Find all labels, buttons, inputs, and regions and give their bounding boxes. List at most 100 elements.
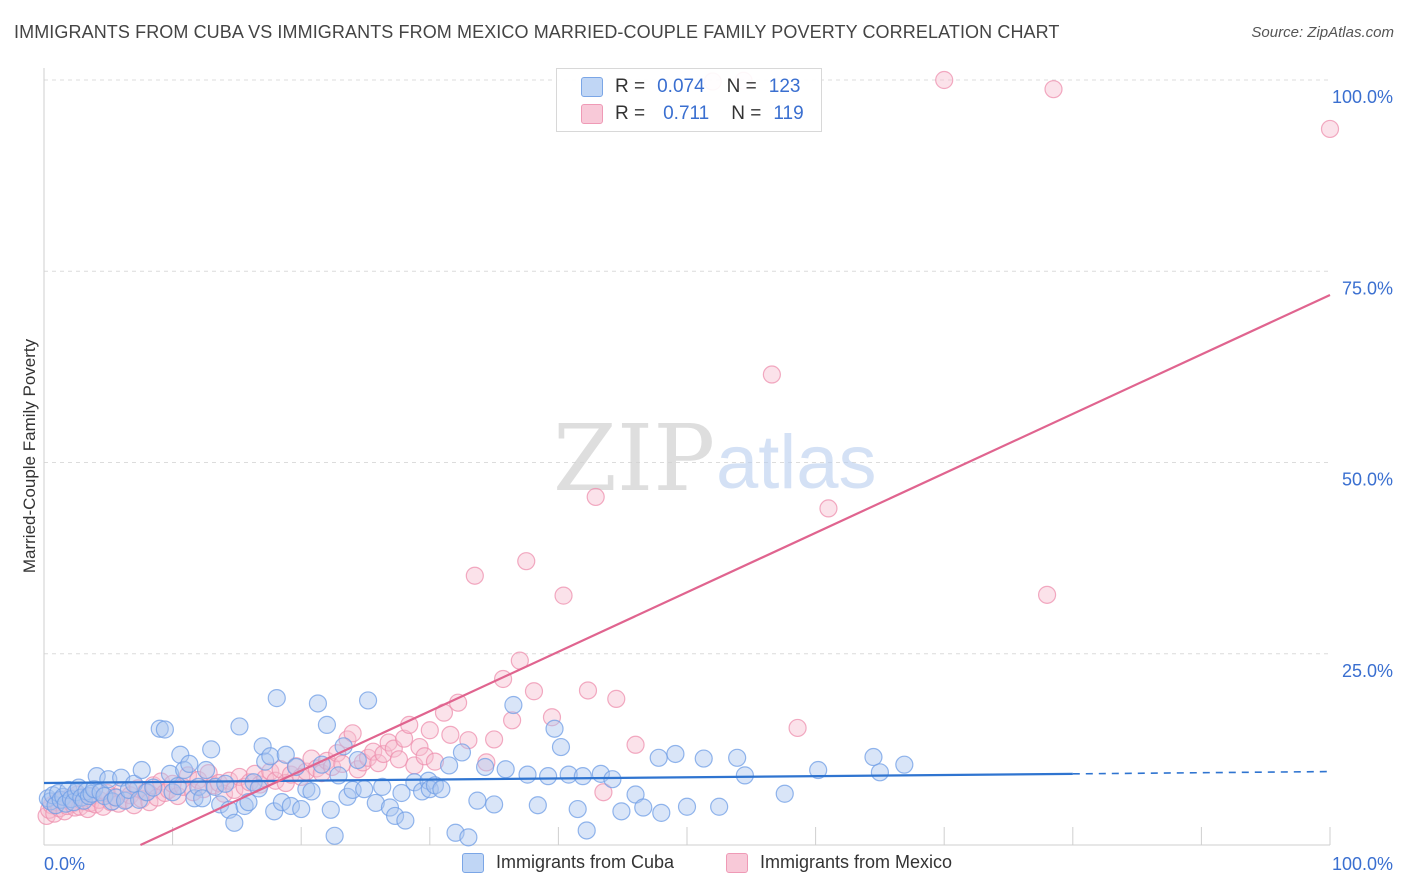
cuba-point — [577, 821, 596, 840]
mexico-legend-swatch — [726, 852, 748, 873]
cuba-point — [355, 780, 374, 799]
cuba-point — [895, 755, 914, 774]
cuba-point — [276, 745, 295, 764]
mexico-points — [37, 70, 1340, 826]
cuba-point — [321, 800, 340, 819]
series-legend: Immigrants from Cuba Immigrants from Mex… — [0, 852, 1406, 878]
mexico-point — [542, 708, 562, 727]
mexico-point — [1044, 80, 1063, 99]
cuba-point — [193, 789, 212, 808]
cuba-point — [539, 767, 558, 786]
cuba-point — [735, 766, 754, 785]
cuba-point — [573, 767, 592, 786]
legend-n-label: N = — [731, 103, 762, 124]
chart-title: IMMIGRANTS FROM CUBA VS IMMIGRANTS FROM … — [14, 22, 1060, 42]
mexico-point — [819, 499, 838, 518]
mexico-point — [788, 718, 807, 738]
mexico-swatch — [581, 104, 603, 124]
watermark-atlas: atlas — [716, 420, 877, 505]
legend-row-cuba: R = 0.074 N = 123 — [581, 74, 800, 100]
cuba-point — [870, 763, 890, 782]
cuba-point — [155, 720, 174, 739]
cuba-point — [334, 737, 353, 756]
cuba-point — [124, 774, 144, 793]
source-prefix: Source: — [1251, 24, 1304, 41]
mexico-point — [1037, 585, 1057, 604]
cuba-point — [864, 747, 883, 767]
cuba-point — [518, 765, 537, 784]
mexico-point — [485, 730, 504, 749]
cuba-point — [809, 760, 828, 780]
cuba-point — [405, 773, 424, 792]
cuba-point — [666, 744, 685, 764]
cuba-legend-label: Immigrants from Cuba — [496, 852, 675, 872]
legend-n-value: 119 — [773, 103, 804, 124]
y-tick-labels: 25.0% 50.0% 75.0% 100.0% — [1332, 87, 1393, 681]
mexico-point — [554, 586, 573, 605]
cuba-point — [612, 802, 631, 821]
mexico-point — [1320, 119, 1340, 139]
mexico-trend-line — [139, 293, 1331, 846]
cuba-point — [180, 754, 199, 774]
mexico-point — [594, 783, 613, 802]
cuba-point — [603, 770, 622, 789]
y-tick-label: 100.0% — [1332, 87, 1393, 107]
watermark-zip: ZIP — [553, 405, 715, 512]
correlation-legend: R = 0.074 N = 123 R = 0.711 N = 119 — [556, 68, 822, 132]
mexico-point — [448, 693, 468, 712]
cuba-point — [775, 784, 794, 803]
cuba-point — [137, 783, 156, 802]
x-tick-labels: 0.0% 100.0% — [44, 854, 1393, 874]
watermark: ZIP atlas — [553, 405, 877, 512]
cuba-point — [677, 797, 697, 816]
cuba-point — [439, 756, 459, 775]
mexico-point — [394, 729, 414, 748]
mexico-point — [369, 754, 388, 773]
y-tick-label: 75.0% — [1342, 278, 1393, 298]
cuba-point — [292, 799, 311, 819]
cuba-point — [475, 757, 495, 777]
cuba-point — [496, 760, 515, 779]
cuba-point — [302, 782, 321, 801]
cuba-point — [272, 793, 292, 812]
cuba-point — [728, 748, 747, 767]
cuba-point — [281, 796, 301, 816]
cuba-point — [115, 791, 135, 810]
cuba-point — [202, 740, 221, 759]
cuba-point — [216, 774, 235, 793]
cuba-point — [528, 796, 547, 815]
mexico-point — [503, 711, 522, 730]
cuba-point — [373, 777, 392, 796]
legend-r-label: R = — [615, 103, 646, 124]
cuba-point — [459, 828, 478, 847]
legend-item-cuba[interactable]: Immigrants from Cuba — [462, 852, 674, 873]
cuba-point — [694, 749, 713, 768]
legend-r-value: 0.074 — [657, 76, 705, 97]
mexico-point — [762, 365, 781, 384]
cuba-point — [325, 826, 344, 845]
cuba-point — [710, 797, 729, 816]
legend-n-label: N = — [726, 76, 757, 97]
cuba-point — [366, 793, 385, 813]
cuba-point — [652, 803, 671, 822]
legend-r-value: 0.711 — [663, 103, 710, 124]
cuba-point — [358, 691, 378, 710]
mexico-point — [420, 721, 439, 740]
cuba-point — [308, 694, 328, 713]
cuba-point — [185, 789, 204, 808]
cuba-point — [261, 747, 280, 766]
mexico-point — [586, 487, 605, 507]
mexico-point — [517, 552, 536, 571]
cuba-point — [452, 743, 472, 762]
cuba-point — [196, 760, 216, 780]
cuba-point — [392, 783, 411, 803]
mexico-point — [626, 735, 645, 754]
mexico-point — [410, 737, 429, 757]
cuba-point — [265, 802, 284, 821]
legend-r-label: R = — [615, 76, 646, 97]
cuba-point — [504, 695, 523, 715]
legend-item-mexico[interactable]: Immigrants from Mexico — [726, 852, 952, 873]
cuba-trend-line — [43, 772, 1073, 785]
cuba-point — [253, 737, 272, 756]
source-link[interactable]: ZipAtlas.com — [1307, 24, 1394, 41]
